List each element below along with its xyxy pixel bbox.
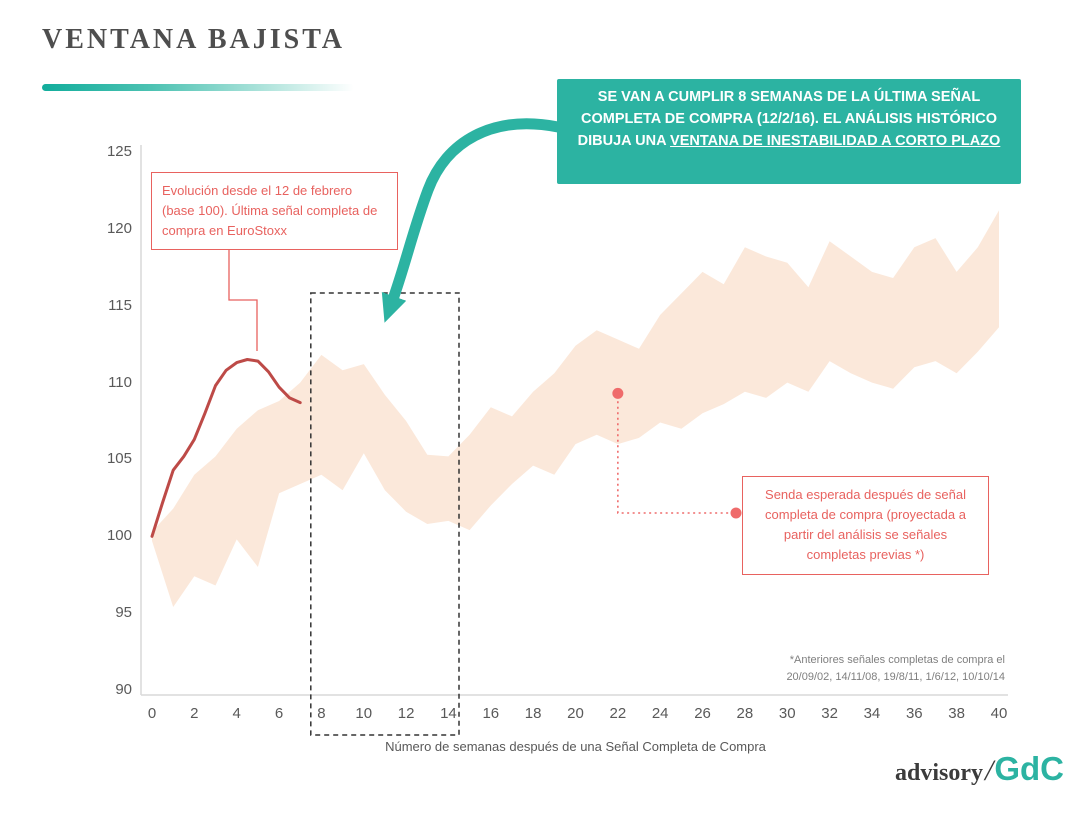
y-tick-label: 115 — [108, 296, 132, 314]
expected-band-area — [152, 210, 999, 607]
x-tick-label: 6 — [274, 705, 284, 722]
x-tick-label: 12 — [397, 705, 415, 722]
evolution-note-leader — [228, 240, 258, 351]
page-title: VENTANA BAJISTA — [42, 24, 346, 55]
title-underline-bar — [42, 84, 354, 91]
x-axis-title: Número de semanas después de una Señal C… — [385, 739, 766, 754]
y-tick-label: 90 — [115, 681, 132, 698]
x-tick-label: 32 — [821, 705, 838, 722]
callout-text-underlined: VENTANA DE INESTABILIDAD A CORTO PLAZO — [670, 132, 1001, 149]
x-tick-label: 4 — [232, 705, 241, 722]
x-tick-label: 34 — [863, 705, 881, 722]
callout-text: SE VAN A CUMPLIR 8 SEMANAS DE LA ÚLTIMA … — [577, 89, 997, 149]
expected-path-leader — [617, 401, 736, 514]
x-tick-label: 2 — [190, 705, 199, 722]
x-tick-label: 24 — [651, 705, 669, 722]
x-tick-label: 26 — [694, 705, 711, 722]
expected-path-marker-dot — [612, 387, 624, 399]
x-tick-label: 0 — [147, 705, 157, 722]
y-tick-label: 100 — [106, 527, 132, 545]
footnote: *Anteriores señales completas de compra … — [733, 652, 1005, 685]
x-tick-label: 10 — [355, 705, 373, 722]
x-tick-label: 28 — [736, 705, 754, 722]
x-tick-label: 16 — [482, 705, 500, 722]
logo-gdc-text: GdC — [994, 750, 1064, 787]
x-tick-label: 22 — [609, 705, 627, 722]
logo-advisory-text: advisory — [894, 760, 983, 786]
y-tick-label: 110 — [108, 373, 132, 391]
footnote-line-2: 20/09/02, 14/11/08, 19/8/11, 1/6/12, 10/… — [786, 670, 1005, 683]
x-tick-label: 20 — [567, 705, 584, 722]
expected-path-note-box: Senda esperada después de señal completa… — [742, 476, 989, 575]
logo-slash: / — [984, 754, 994, 787]
x-tick-label: 30 — [778, 705, 796, 722]
x-tick-label: 38 — [948, 705, 965, 722]
brand-logo: advisory / GdC — [895, 750, 1064, 788]
x-tick-label: 40 — [990, 705, 1008, 722]
x-tick-label: 18 — [524, 705, 542, 722]
y-tick-label: 120 — [106, 219, 132, 237]
footnote-line-1: *Anteriores señales completas de compra … — [789, 654, 1005, 666]
evolution-line — [150, 358, 302, 538]
x-tick-label: 36 — [905, 705, 923, 722]
y-tick-label: 105 — [106, 450, 132, 468]
callout-box: SE VAN A CUMPLIR 8 SEMANAS DE LA ÚLTIMA … — [557, 79, 1021, 184]
x-tick-label: 14 — [440, 705, 457, 722]
evolution-note-box: Evolución desde el 12 de febrero (base 1… — [151, 172, 398, 251]
y-tick-label: 125 — [106, 143, 132, 160]
expected-path-leader-end-dot — [730, 507, 742, 519]
callout-arrow-icon — [381, 118, 564, 323]
x-tick-label: 8 — [317, 705, 326, 722]
y-tick-label: 95 — [115, 604, 132, 622]
